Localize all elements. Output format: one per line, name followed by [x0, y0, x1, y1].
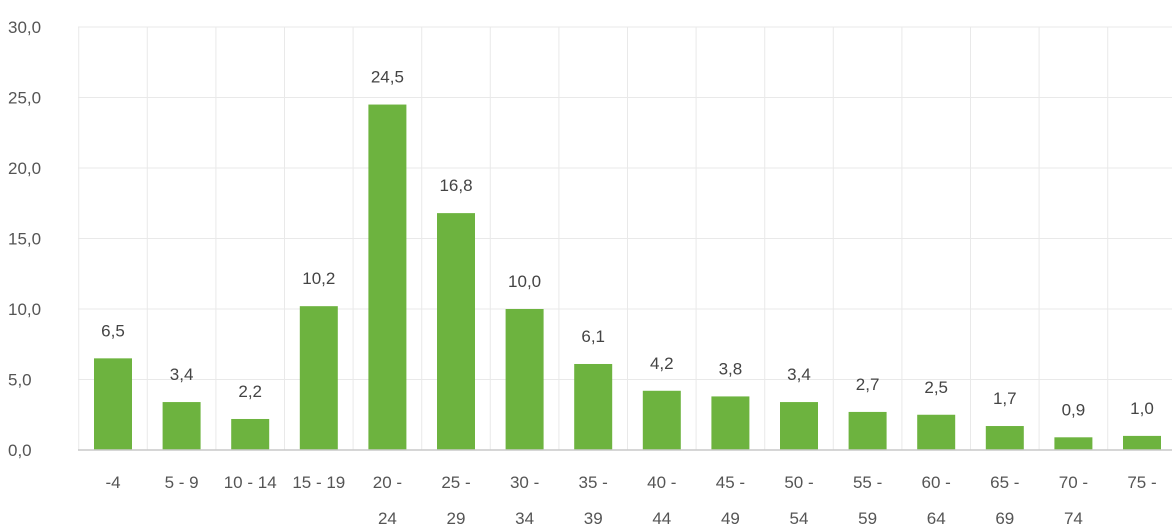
bar: [642, 390, 681, 450]
data-label: 2,2: [238, 382, 262, 401]
data-label: 3,4: [170, 365, 194, 384]
y-tick-label: 25,0: [8, 89, 41, 108]
data-label: 10,0: [508, 272, 541, 291]
data-label: 1,0: [1130, 399, 1154, 418]
y-tick-label: 30,0: [8, 18, 41, 37]
x-tick-label: 30 -34: [510, 473, 539, 527]
bar: [505, 309, 544, 450]
data-label: 10,2: [302, 269, 335, 288]
data-label: 6,1: [581, 327, 605, 346]
x-tick-label: 70 -74: [1059, 473, 1088, 527]
data-label: 6,5: [101, 321, 125, 340]
bar: [162, 402, 201, 450]
data-labels: 6,5 3,4 2,2 10,2 24,5 16,8 10,0 6,1 4,2 3,8 3,4 2,7…: [101, 68, 1154, 420]
x-tick-label: 15 - 19: [292, 473, 345, 492]
x-tick-label: 65 -69: [990, 473, 1019, 527]
y-tick-label: 15,0: [8, 230, 41, 249]
data-label: 0,9: [1062, 400, 1086, 419]
bar: [368, 104, 407, 451]
x-tick-label: 10 - 14: [224, 473, 277, 492]
bar: [1123, 435, 1161, 450]
data-label: 4,2: [650, 354, 674, 373]
bar: [574, 363, 613, 450]
grid: [78, 26, 1172, 450]
x-tick-label: 20 -24: [373, 473, 402, 527]
data-label: 2,5: [924, 378, 948, 397]
bar: [437, 213, 475, 450]
bar: [231, 418, 270, 450]
bar: [985, 426, 1024, 450]
x-axis-ticks: -4 5 - 9 10 - 14 15 - 19 20 -24 25 -29 30 -34 3…: [105, 473, 1156, 527]
y-tick-label: 5,0: [8, 371, 32, 390]
x-tick-label: 55 -59: [853, 473, 882, 527]
y-tick-label: 0,0: [8, 441, 32, 460]
y-tick-label: 10,0: [8, 300, 41, 319]
x-tick-label: 60 -64: [922, 473, 951, 527]
bar: [711, 396, 750, 450]
data-label: 3,4: [787, 365, 811, 384]
x-tick-label: 75 -: [1127, 473, 1156, 492]
x-tick-label: 45 -49: [716, 473, 745, 527]
bar: [299, 306, 338, 450]
x-tick-label: 35 -39: [579, 473, 608, 527]
y-axis-ticks: 0,0 5,0 10,0 15,0 20,0 25,0 30,0: [8, 18, 41, 460]
x-tick-label: 25 -29: [441, 473, 470, 527]
y-tick-label: 20,0: [8, 159, 41, 178]
bar: [94, 358, 132, 450]
data-label: 2,7: [856, 375, 880, 394]
x-tick-label: 5 - 9: [165, 473, 199, 492]
data-label: 3,8: [719, 359, 743, 378]
bar: [1054, 437, 1093, 450]
bar: [780, 402, 818, 450]
x-tick-label: 50 -54: [784, 473, 813, 527]
x-tick-label: 40 -44: [647, 473, 676, 527]
x-tick-label: -4: [105, 473, 120, 492]
data-label: 24,5: [371, 68, 404, 87]
data-label: 16,8: [439, 176, 472, 195]
data-label: 1,7: [993, 389, 1017, 408]
bars: [94, 104, 1161, 451]
bar: [917, 414, 956, 450]
bar: [848, 411, 887, 450]
